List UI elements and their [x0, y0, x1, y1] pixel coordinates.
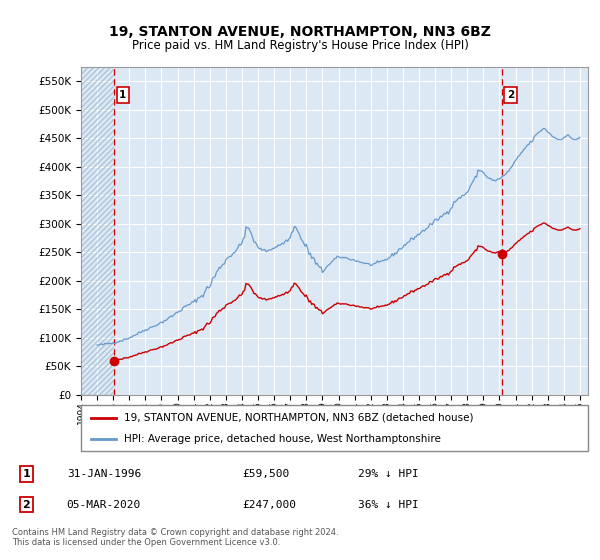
Text: 36% ↓ HPI: 36% ↓ HPI [358, 500, 418, 510]
Text: Price paid vs. HM Land Registry's House Price Index (HPI): Price paid vs. HM Land Registry's House … [131, 39, 469, 53]
Text: £247,000: £247,000 [242, 500, 296, 510]
Text: 1: 1 [23, 469, 30, 479]
Text: 2: 2 [23, 500, 30, 510]
Text: 19, STANTON AVENUE, NORTHAMPTON, NN3 6BZ (detached house): 19, STANTON AVENUE, NORTHAMPTON, NN3 6BZ… [124, 413, 473, 423]
Text: 2: 2 [507, 90, 514, 100]
Text: 1: 1 [119, 90, 127, 100]
Text: HPI: Average price, detached house, West Northamptonshire: HPI: Average price, detached house, West… [124, 434, 441, 444]
Text: 31-JAN-1996: 31-JAN-1996 [67, 469, 141, 479]
Text: 19, STANTON AVENUE, NORTHAMPTON, NN3 6BZ: 19, STANTON AVENUE, NORTHAMPTON, NN3 6BZ [109, 26, 491, 39]
Text: Contains HM Land Registry data © Crown copyright and database right 2024.
This d: Contains HM Land Registry data © Crown c… [12, 528, 338, 547]
Text: £59,500: £59,500 [242, 469, 290, 479]
Text: 29% ↓ HPI: 29% ↓ HPI [358, 469, 418, 479]
Text: 05-MAR-2020: 05-MAR-2020 [67, 500, 141, 510]
